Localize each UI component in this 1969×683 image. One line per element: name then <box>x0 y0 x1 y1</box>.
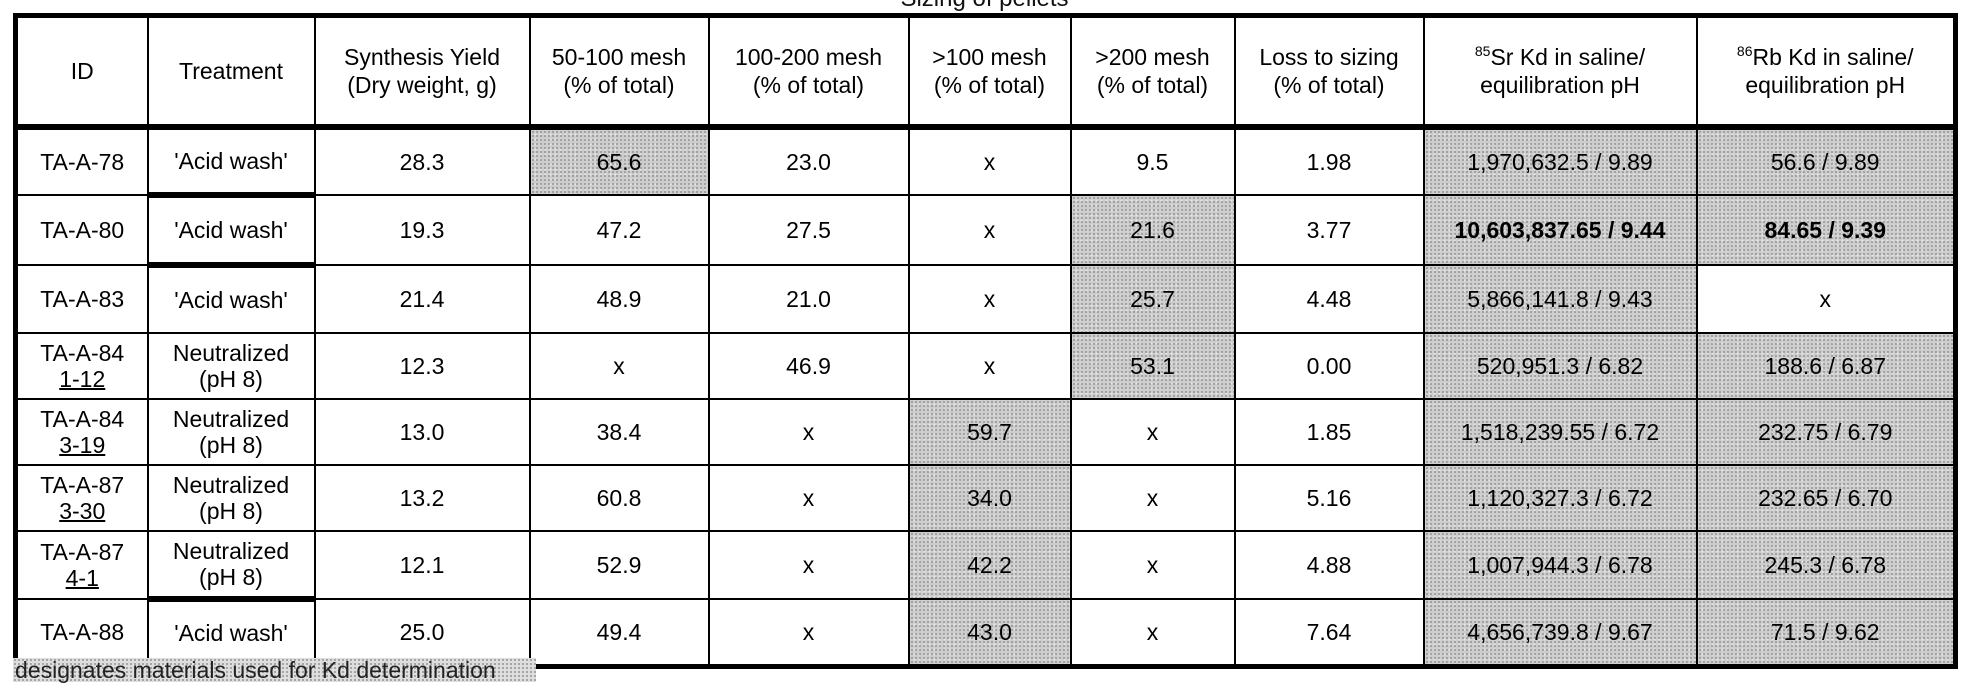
cell-loss: 7.64 <box>1235 599 1424 667</box>
cell-yield: 13.2 <box>315 465 530 531</box>
cell-mesh-50-100: x <box>530 333 709 399</box>
cell-loss: 1.98 <box>1235 127 1424 195</box>
cell-yield: 13.0 <box>315 399 530 465</box>
cell-mesh-gt100: 42.2 <box>909 531 1071 599</box>
table-row: TA-A-874-1 Neutralized(pH 8) 12.1 52.9 x… <box>16 531 1956 599</box>
cell-mesh-gt100: 43.0 <box>909 599 1071 667</box>
cell-mesh-100-200: x <box>709 599 909 667</box>
cell-treatment: Neutralized(pH 8) <box>148 531 315 599</box>
cell-rb-kd: 245.3 / 6.78 <box>1697 531 1956 599</box>
cell-mesh-gt200: x <box>1071 399 1235 465</box>
cell-yield: 19.3 <box>315 195 530 265</box>
header-mesh-50-100: 50-100 mesh(% of total) <box>530 16 709 128</box>
cell-id: TA-A-873-30 <box>16 465 148 531</box>
cell-id: TA-A-874-1 <box>16 531 148 599</box>
cell-mesh-gt200: 25.7 <box>1071 265 1235 333</box>
footnote: designates materials used for Kd determi… <box>13 658 536 682</box>
cell-treatment: Neutralized(pH 8) <box>148 465 315 531</box>
cell-mesh-100-200: 23.0 <box>709 127 909 195</box>
cell-mesh-50-100: 47.2 <box>530 195 709 265</box>
cell-rb-kd: 188.6 / 6.87 <box>1697 333 1956 399</box>
header-mesh-100-200: 100-200 mesh(% of total) <box>709 16 909 128</box>
cell-yield: 21.4 <box>315 265 530 333</box>
cell-mesh-100-200: x <box>709 399 909 465</box>
table-row: TA-A-78 'Acid wash' 28.3 65.6 23.0 x 9.5… <box>16 127 1956 195</box>
cell-mesh-100-200: 46.9 <box>709 333 909 399</box>
cell-sr-kd: 520,951.3 / 6.82 <box>1424 333 1697 399</box>
cell-rb-kd: 232.65 / 6.70 <box>1697 465 1956 531</box>
cell-rb-kd: 71.5 / 9.62 <box>1697 599 1956 667</box>
header-mesh-gt200: >200 mesh(% of total) <box>1071 16 1235 128</box>
table-row: TA-A-873-30 Neutralized(pH 8) 13.2 60.8 … <box>16 465 1956 531</box>
cell-mesh-50-100: 52.9 <box>530 531 709 599</box>
cell-sr-kd: 10,603,837.65 / 9.44 <box>1424 195 1697 265</box>
header-id: ID <box>16 16 148 128</box>
cell-treatment: Neutralized(pH 8) <box>148 333 315 399</box>
table-row: TA-A-841-12 Neutralized(pH 8) 12.3 x 46.… <box>16 333 1956 399</box>
header-row: ID Treatment Synthesis Yield(Dry weight,… <box>16 16 1956 128</box>
cell-mesh-100-200: x <box>709 465 909 531</box>
cell-yield: 12.1 <box>315 531 530 599</box>
cell-mesh-gt200: x <box>1071 599 1235 667</box>
cell-mesh-100-200: x <box>709 531 909 599</box>
cell-mesh-50-100: 65.6 <box>530 127 709 195</box>
cell-loss: 3.77 <box>1235 195 1424 265</box>
table-row: TA-A-83 'Acid wash' 21.4 48.9 21.0 x 25.… <box>16 265 1956 333</box>
cell-loss: 4.48 <box>1235 265 1424 333</box>
cell-sr-kd: 1,007,944.3 / 6.78 <box>1424 531 1697 599</box>
cell-treatment: Neutralized(pH 8) <box>148 399 315 465</box>
cell-mesh-gt100: x <box>909 127 1071 195</box>
cell-sr-kd: 4,656,739.8 / 9.67 <box>1424 599 1697 667</box>
cell-treatment: 'Acid wash' <box>148 195 315 265</box>
cell-sr-kd: 1,518,239.55 / 6.72 <box>1424 399 1697 465</box>
header-rb-kd: 86Rb Kd in saline/equilibration pH <box>1697 16 1956 128</box>
header-treatment: Treatment <box>148 16 315 128</box>
cell-id: TA-A-843-19 <box>16 399 148 465</box>
header-loss-to-sizing: Loss to sizing(% of total) <box>1235 16 1424 128</box>
header-synthesis-yield: Synthesis Yield(Dry weight, g) <box>315 16 530 128</box>
cell-mesh-100-200: 27.5 <box>709 195 909 265</box>
cell-yield: 12.3 <box>315 333 530 399</box>
cell-loss: 5.16 <box>1235 465 1424 531</box>
cell-treatment: 'Acid wash' <box>148 127 315 195</box>
cell-sr-kd: 1,970,632.5 / 9.89 <box>1424 127 1697 195</box>
cell-rb-kd: x <box>1697 265 1956 333</box>
cell-sr-kd: 5,866,141.8 / 9.43 <box>1424 265 1697 333</box>
cell-mesh-gt100: x <box>909 333 1071 399</box>
cell-rb-kd: 232.75 / 6.79 <box>1697 399 1956 465</box>
cell-mesh-50-100: 48.9 <box>530 265 709 333</box>
cell-id: TA-A-83 <box>16 265 148 333</box>
cell-mesh-gt100: x <box>909 195 1071 265</box>
cell-mesh-gt200: x <box>1071 531 1235 599</box>
cell-mesh-gt100: 34.0 <box>909 465 1071 531</box>
cell-id: TA-A-80 <box>16 195 148 265</box>
cell-mesh-50-100: 60.8 <box>530 465 709 531</box>
cell-loss: 0.00 <box>1235 333 1424 399</box>
table-row: TA-A-80 'Acid wash' 19.3 47.2 27.5 x 21.… <box>16 195 1956 265</box>
cell-id: TA-A-841-12 <box>16 333 148 399</box>
pellet-sizing-table: ID Treatment Synthesis Yield(Dry weight,… <box>13 13 1958 669</box>
cell-mesh-100-200: 21.0 <box>709 265 909 333</box>
cell-loss: 1.85 <box>1235 399 1424 465</box>
header-sr-kd: 85Sr Kd in saline/equilibration pH <box>1424 16 1697 128</box>
cell-rb-kd: 56.6 / 9.89 <box>1697 127 1956 195</box>
cell-sr-kd: 1,120,327.3 / 6.72 <box>1424 465 1697 531</box>
cell-mesh-gt100: x <box>909 265 1071 333</box>
header-mesh-gt100: >100 mesh(% of total) <box>909 16 1071 128</box>
cell-mesh-50-100: 38.4 <box>530 399 709 465</box>
table-row: TA-A-843-19 Neutralized(pH 8) 13.0 38.4 … <box>16 399 1956 465</box>
table-caption: Sizing of pellets <box>0 0 1969 11</box>
cell-mesh-gt200: 21.6 <box>1071 195 1235 265</box>
cell-rb-kd: 84.65 / 9.39 <box>1697 195 1956 265</box>
cell-mesh-gt200: 53.1 <box>1071 333 1235 399</box>
cell-mesh-gt200: x <box>1071 465 1235 531</box>
cell-loss: 4.88 <box>1235 531 1424 599</box>
cell-id: TA-A-78 <box>16 127 148 195</box>
cell-yield: 28.3 <box>315 127 530 195</box>
cell-mesh-gt200: 9.5 <box>1071 127 1235 195</box>
cell-mesh-50-100: 49.4 <box>530 599 709 667</box>
cell-mesh-gt100: 59.7 <box>909 399 1071 465</box>
cell-treatment: 'Acid wash' <box>148 265 315 333</box>
